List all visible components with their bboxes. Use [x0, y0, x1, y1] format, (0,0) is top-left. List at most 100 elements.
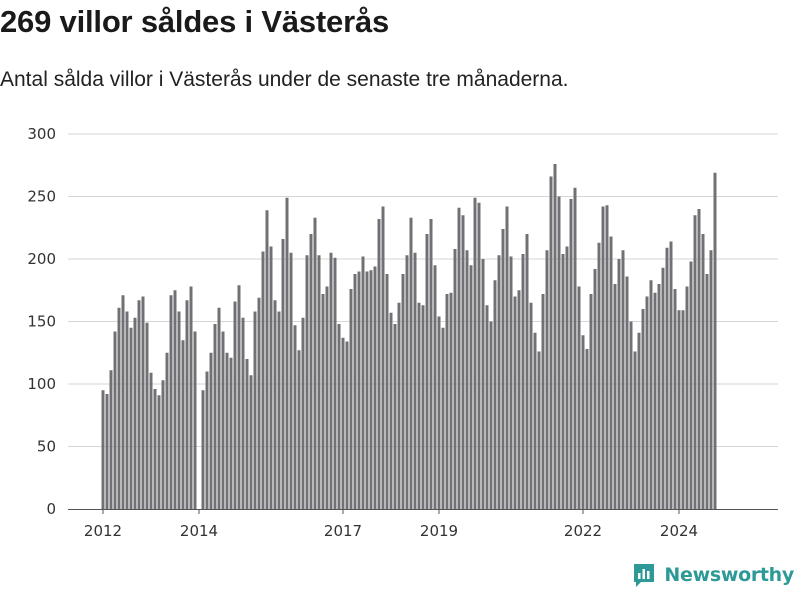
bar	[645, 296, 649, 509]
bar	[285, 197, 289, 509]
bar	[345, 341, 349, 509]
highlight-value-label: 269	[707, 110, 739, 115]
newsworthy-logo-icon	[634, 564, 655, 587]
bar	[461, 215, 465, 509]
bar	[549, 176, 553, 509]
bar	[585, 349, 589, 509]
bar	[369, 270, 373, 509]
bar	[701, 234, 705, 509]
bar	[317, 255, 321, 509]
bar	[653, 292, 657, 509]
bar	[621, 250, 625, 509]
bar	[265, 210, 269, 509]
bar	[193, 331, 197, 509]
bar	[153, 389, 157, 509]
bar	[357, 271, 361, 509]
bar	[221, 331, 225, 509]
chart-title: 269 villor såldes i Västerås	[0, 4, 390, 39]
bar	[161, 380, 165, 509]
bar	[389, 312, 393, 509]
bar	[181, 340, 185, 509]
bar	[489, 321, 493, 509]
bar	[669, 241, 673, 509]
bar	[521, 254, 525, 509]
brand-logo: Newsworthy	[632, 562, 794, 588]
bar	[469, 265, 473, 509]
bar	[229, 357, 233, 509]
y-tick-label: 300	[27, 125, 56, 143]
bar	[329, 252, 333, 509]
bar	[233, 301, 237, 509]
bar	[325, 286, 329, 509]
bar	[565, 246, 569, 509]
bar	[393, 324, 397, 509]
bar	[145, 322, 149, 509]
bar	[477, 202, 481, 509]
y-tick-label: 250	[27, 188, 56, 206]
bar	[297, 350, 301, 509]
bar	[213, 324, 217, 509]
bar	[149, 372, 153, 509]
bar	[517, 290, 521, 509]
bar	[321, 294, 325, 509]
bar	[441, 327, 445, 509]
bar	[685, 286, 689, 509]
bar	[541, 294, 545, 509]
bar	[105, 394, 109, 509]
bar	[677, 310, 681, 509]
bar	[421, 305, 425, 509]
chart-subtitle: Antal sålda villor i Västerås under de s…	[0, 68, 569, 91]
bar	[473, 197, 477, 509]
bar	[313, 217, 317, 509]
y-tick-label: 0	[46, 500, 56, 518]
bar	[449, 292, 453, 509]
bar	[173, 290, 177, 509]
bar	[673, 289, 677, 509]
bar	[185, 300, 189, 509]
bar	[641, 309, 645, 509]
bar	[697, 209, 701, 509]
bar	[125, 311, 129, 509]
bar	[569, 199, 573, 509]
bar	[417, 302, 421, 509]
bar	[493, 280, 497, 509]
bar	[533, 332, 537, 509]
x-axis-ticks: 2012 2014 2017 2019 2022 2024	[84, 509, 698, 540]
bar	[365, 271, 369, 509]
bar	[225, 352, 229, 509]
bar	[605, 205, 609, 509]
bar	[293, 325, 297, 509]
bar	[305, 255, 309, 509]
bar	[177, 311, 181, 509]
bar	[581, 335, 585, 509]
bar	[397, 302, 401, 509]
bar	[141, 296, 145, 509]
bar	[617, 259, 621, 509]
bar	[429, 219, 433, 509]
bar	[309, 234, 313, 509]
bar	[633, 351, 637, 509]
bar	[341, 337, 345, 509]
bar	[269, 246, 273, 509]
x-tick-label: 2022	[564, 522, 602, 540]
bar	[261, 251, 265, 509]
bar	[689, 261, 693, 509]
bar	[445, 294, 449, 509]
bar	[157, 395, 161, 509]
bar	[381, 206, 385, 509]
bar	[497, 255, 501, 509]
bar	[537, 351, 541, 509]
bar	[169, 295, 173, 509]
bar	[241, 317, 245, 509]
bar	[353, 274, 357, 509]
bar	[629, 321, 633, 509]
bars	[101, 164, 717, 509]
bar	[525, 234, 529, 509]
bar	[133, 317, 137, 509]
bar	[165, 352, 169, 509]
bar	[201, 390, 205, 509]
y-tick-label: 150	[27, 313, 56, 331]
bar	[561, 254, 565, 509]
bar	[501, 229, 505, 509]
